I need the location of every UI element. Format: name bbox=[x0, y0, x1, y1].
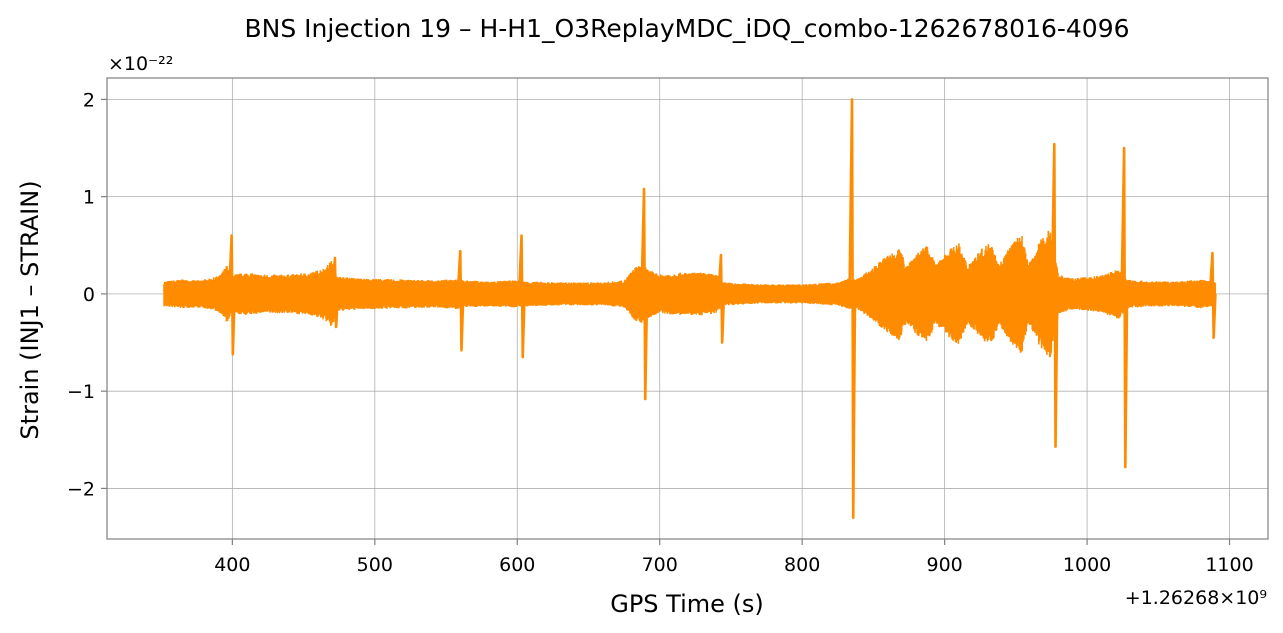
x-tick-label: 500 bbox=[357, 554, 393, 576]
x-axis-label: GPS Time (s) bbox=[610, 590, 764, 618]
y-tick-label: −1 bbox=[67, 381, 95, 403]
y-tick-label: −2 bbox=[67, 478, 95, 500]
strain-spike bbox=[456, 249, 465, 352]
strain-spike bbox=[227, 234, 236, 356]
x-tick-label: 1100 bbox=[1205, 554, 1253, 576]
strain-spike bbox=[848, 98, 857, 519]
x-tick-label: 900 bbox=[926, 554, 962, 576]
x-tick-label: 700 bbox=[642, 554, 678, 576]
y-tick-label: 2 bbox=[83, 89, 95, 111]
strain-spike bbox=[640, 187, 649, 401]
strain-line bbox=[163, 230, 1217, 358]
y-tick-label: 0 bbox=[83, 284, 95, 306]
y-axis-label: Strain (INJ1 – STRAIN) bbox=[16, 180, 44, 439]
x-offset-label: +1.26268×10⁹ bbox=[1125, 587, 1267, 609]
x-tick-label: 400 bbox=[214, 554, 250, 576]
strain-spike bbox=[1050, 142, 1059, 448]
strain-spike bbox=[1120, 146, 1129, 469]
y-tick-label: 1 bbox=[83, 187, 95, 209]
y-scale-label: ×10⁻²² bbox=[108, 53, 173, 75]
chart-title: BNS Injection 19 – H-H1_O3ReplayMDC_iDQ_… bbox=[244, 14, 1129, 43]
x-axis-ticks: 400 500 600 700 800 900 1000 1100 bbox=[214, 539, 1254, 576]
strain-spike bbox=[1208, 251, 1217, 339]
strain-series bbox=[163, 98, 1217, 519]
y-axis-ticks: −2 −1 0 1 2 bbox=[67, 89, 107, 500]
strain-spike bbox=[717, 253, 726, 344]
strain-spike bbox=[331, 256, 340, 329]
x-tick-label: 1000 bbox=[1063, 554, 1111, 576]
x-tick-label: 600 bbox=[499, 554, 535, 576]
x-tick-label: 800 bbox=[784, 554, 820, 576]
plot-frame bbox=[106, 77, 1269, 540]
strain-spike bbox=[517, 234, 526, 359]
